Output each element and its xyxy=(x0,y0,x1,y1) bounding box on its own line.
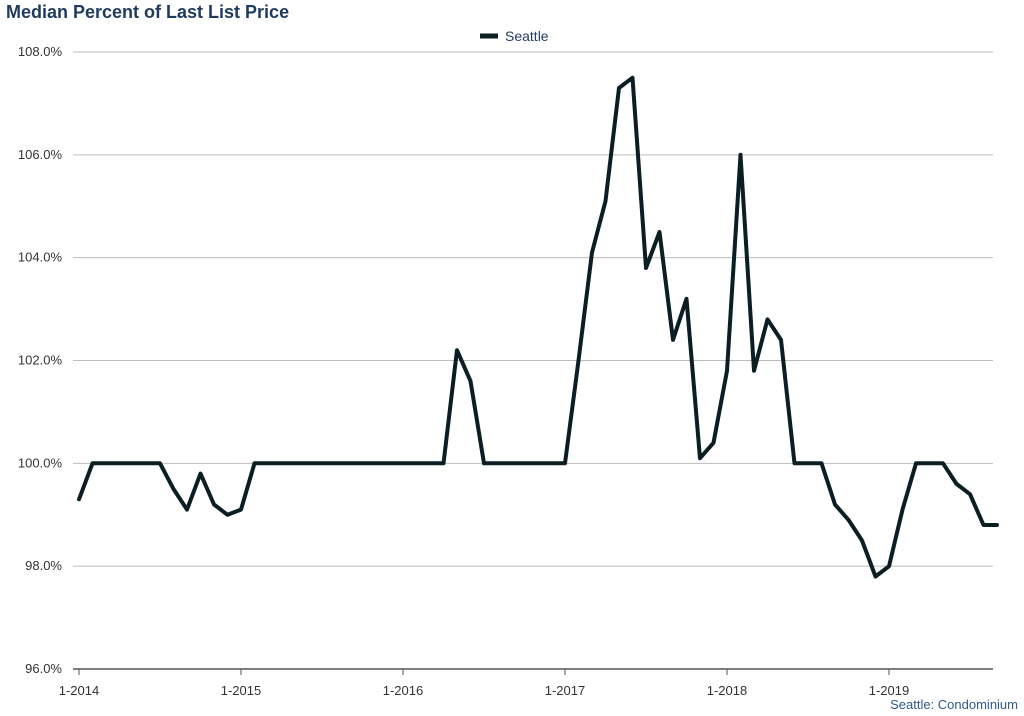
x-tick-label: 1-2016 xyxy=(383,683,423,698)
legend[interactable]: Seattle xyxy=(480,28,549,44)
x-tick-label: 1-2019 xyxy=(869,683,909,698)
chart-title: Median Percent of Last List Price xyxy=(6,2,290,22)
series-line-seattle xyxy=(77,75,999,579)
x-tick-label: 1-2017 xyxy=(545,683,585,698)
x-tick-label: 1-2018 xyxy=(707,683,747,698)
gridlines xyxy=(73,51,993,567)
axes: 96.0% 98.0% 100.0% 102.0% 104.0% 106.0% 108.0%… xyxy=(18,44,993,698)
y-tick-label: 96.0% xyxy=(25,661,62,676)
y-tick-label: 98.0% xyxy=(25,558,62,573)
y-tick-label: 104.0% xyxy=(18,250,63,265)
x-tick-label: 1-2015 xyxy=(221,683,261,698)
x-tick-label: 1-2014 xyxy=(59,683,99,698)
source-note: Seattle: Condominium xyxy=(890,697,1018,712)
y-tick-label: 106.0% xyxy=(18,147,63,162)
y-tick-label: 102.0% xyxy=(18,353,63,368)
y-tick-label: 100.0% xyxy=(18,455,63,470)
y-tick-label: 108.0% xyxy=(18,44,63,59)
legend-label[interactable]: Seattle xyxy=(505,28,549,44)
series-layer xyxy=(77,75,999,579)
